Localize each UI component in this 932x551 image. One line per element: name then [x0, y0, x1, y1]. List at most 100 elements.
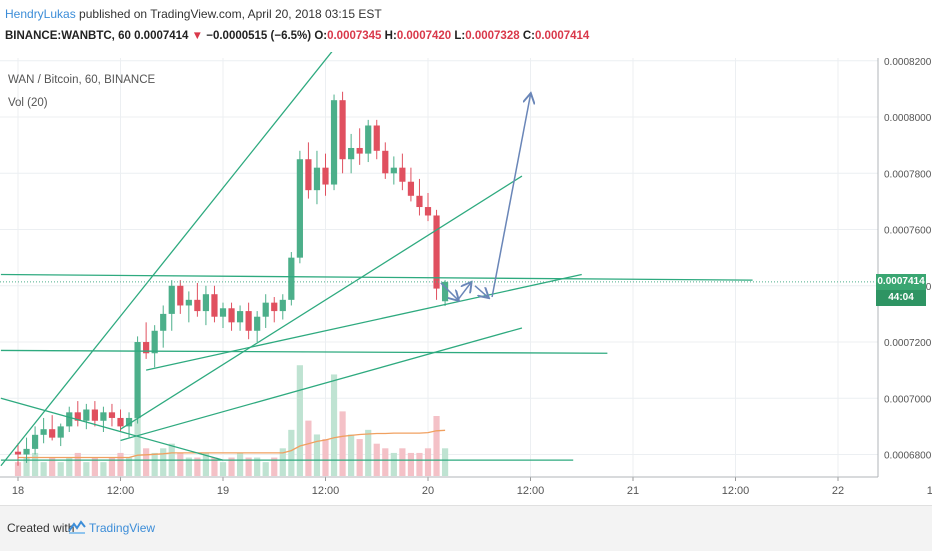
volume-bar	[91, 457, 98, 476]
trend-line	[145, 273, 582, 371]
candle-body	[108, 412, 116, 418]
candle-body	[168, 285, 175, 314]
candle-body	[356, 147, 363, 154]
volume-bar	[305, 420, 312, 476]
candle-body	[143, 342, 150, 354]
trend-line	[0, 37, 344, 467]
high-label: H:	[384, 30, 397, 42]
volume-bar	[356, 439, 363, 476]
candle-body	[57, 426, 64, 438]
candle-body	[202, 294, 210, 312]
horizontal-level-line	[0, 273, 753, 281]
volume-bar	[407, 452, 415, 476]
x-tick-label: 18	[12, 485, 24, 497]
last-price-tag: 0.0007414	[876, 273, 926, 290]
volume-bar	[228, 457, 235, 476]
volume-bar	[313, 434, 321, 476]
candle-body	[245, 311, 252, 331]
volume-bar	[288, 429, 295, 476]
price-chart[interactable]: 18 12:00 19 12:00 20 12:00 21 12:00 22 12:00 0.000…	[0, 37, 932, 505]
volume-bar	[433, 416, 440, 476]
candle-body	[407, 181, 415, 196]
change-down-icon: ▼	[191, 30, 204, 42]
high-value: 0.0007420	[396, 30, 452, 42]
volume-bar	[296, 365, 303, 476]
candle-body	[288, 257, 295, 300]
candle-body	[74, 412, 81, 421]
candle-body	[390, 167, 397, 174]
chart-area[interactable]: 18 12:00 19 12:00 20 12:00 21 12:00 22 12:00 0.000…	[0, 37, 932, 505]
volume-bar	[339, 411, 346, 476]
volume-bar	[330, 374, 338, 476]
volume-bar	[100, 462, 107, 476]
candle-body	[100, 412, 107, 421]
volume-bar	[57, 462, 64, 476]
volume-bar	[83, 462, 90, 476]
x-tick-label: 12:00	[312, 485, 340, 497]
candle-body	[211, 294, 218, 317]
y-tick-label: 0.0007600	[884, 226, 932, 237]
volume-bar	[66, 457, 73, 476]
last-price: 0.0007414	[134, 30, 189, 42]
volume-bar	[365, 429, 372, 476]
published-text: published on TradingView.com, April 20, …	[75, 7, 382, 21]
low-label: L:	[454, 30, 466, 42]
arrow-annotation	[440, 282, 458, 300]
candle-body	[365, 125, 372, 154]
bar-countdown: 44:04	[876, 289, 926, 306]
volume-bar	[262, 462, 269, 476]
candle-body	[31, 434, 39, 449]
candle-body	[14, 451, 22, 455]
candle-body	[305, 159, 312, 191]
candle-body	[416, 195, 423, 208]
author-link[interactable]: HendryLukas	[5, 7, 76, 21]
volume-bar	[40, 462, 47, 476]
x-tick-label: 12:00	[107, 485, 135, 497]
candle-body	[254, 316, 261, 331]
volume-bar	[151, 452, 158, 476]
volume-bar	[108, 457, 116, 476]
candle-body	[441, 281, 449, 302]
volume-bar	[254, 457, 261, 476]
candle-body	[117, 417, 124, 427]
volume-bar	[279, 448, 286, 476]
volume-bar	[125, 457, 133, 476]
volume-bar	[202, 452, 210, 476]
open-value: 0.0007345	[327, 30, 382, 42]
y-tick-label: 0.0008200	[884, 57, 932, 68]
y-tick-label: 0.0007000	[884, 394, 932, 405]
candle-body	[348, 147, 355, 160]
tradingview-link[interactable]: TradingView	[89, 521, 156, 535]
candle-body	[262, 302, 269, 317]
close-value: 0.0007414	[534, 30, 590, 42]
volume-bar	[441, 448, 449, 476]
publish-info: HendryLukas published on TradingView.com…	[5, 7, 382, 21]
candle-body	[219, 308, 227, 317]
symbol-label: BINANCE:WANBTC, 60	[5, 30, 131, 42]
close-label: C:	[522, 30, 535, 42]
x-tick-label: 22	[832, 485, 844, 497]
trend-line	[0, 397, 224, 461]
candle-body	[125, 417, 133, 427]
created-with-label: Created with	[7, 521, 75, 535]
arrow-annotation	[491, 95, 530, 298]
candle-body	[228, 308, 235, 323]
candle-body	[177, 285, 184, 306]
volume-bar	[399, 448, 406, 476]
volume-ma-line	[18, 429, 446, 459]
horizontal-level-line	[0, 349, 608, 354]
candle-body	[322, 167, 329, 185]
chart-legend-title: WAN / Bitcoin, 60, BINANCE	[8, 74, 156, 86]
trend-line	[120, 327, 523, 442]
volume-bar	[245, 457, 252, 476]
candle-body	[160, 313, 167, 331]
trend-line	[120, 175, 523, 430]
volume-bar	[194, 457, 201, 476]
volume-bar	[185, 457, 192, 476]
volume-bar	[211, 457, 218, 476]
volume-bar	[134, 411, 141, 476]
volume-bar	[143, 448, 150, 476]
candle-body	[271, 302, 278, 312]
x-tick-label: 21	[627, 485, 639, 497]
volume-bar	[322, 439, 329, 476]
